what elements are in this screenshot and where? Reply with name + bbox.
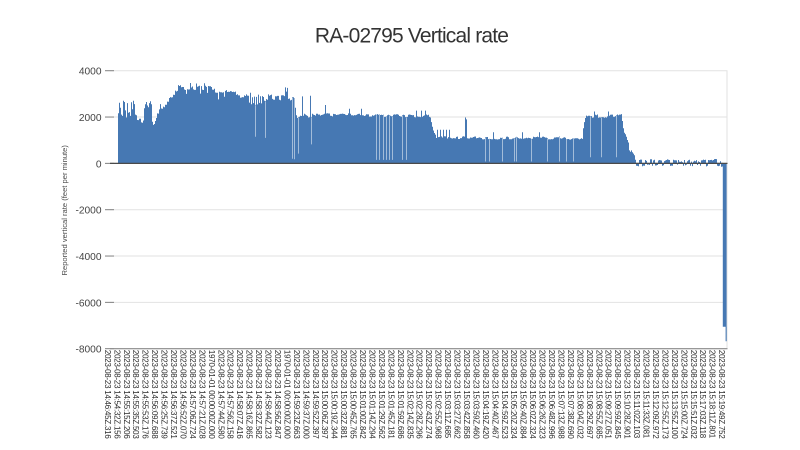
svg-text:2023-08-23 15:03:42Z.858: 2023-08-23 15:03:42Z.858 — [462, 350, 471, 439]
svg-text:2023-08-23 14:58:44Z.123: 2023-08-23 14:58:44Z.123 — [264, 350, 273, 439]
svg-text:2023-08-23 14:57:06Z.724: 2023-08-23 14:57:06Z.724 — [188, 350, 197, 439]
svg-text:2023-08-23 15:05:40Z.884: 2023-08-23 15:05:40Z.884 — [519, 350, 528, 439]
svg-text:2023-08-23 15:13:55Z.100: 2023-08-23 15:13:55Z.100 — [670, 350, 679, 439]
svg-text:1970-01-01 00:00:00Z.000: 1970-01-01 00:00:00Z.000 — [207, 350, 216, 439]
svg-text:Reported vertical rate (feet p: Reported vertical rate (feet per minute) — [60, 145, 69, 276]
svg-text:2023-08-23 15:06:48Z.996: 2023-08-23 15:06:48Z.996 — [547, 350, 556, 439]
svg-text:2023-08-23 15:09:59Z.845: 2023-08-23 15:09:59Z.845 — [613, 350, 622, 439]
svg-text:2023-08-23 15:02:43Z.274: 2023-08-23 15:02:43Z.274 — [424, 350, 433, 439]
svg-text:2023-08-23 15:01:14Z.294: 2023-08-23 15:01:14Z.294 — [367, 350, 376, 439]
svg-text:2023-08-23 15:12:55Z.173: 2023-08-23 15:12:55Z.173 — [660, 350, 669, 439]
svg-text:-4000: -4000 — [75, 252, 101, 263]
svg-text:2023-08-23 14:46:45Z.316: 2023-08-23 14:46:45Z.316 — [103, 350, 112, 439]
svg-text:2023-08-23 15:07:38Z.690: 2023-08-23 15:07:38Z.690 — [566, 350, 575, 439]
svg-text:2023-08-23 15:01:29Z.562: 2023-08-23 15:01:29Z.562 — [377, 350, 386, 439]
svg-text:2023-08-23 14:58:07Z.416: 2023-08-23 14:58:07Z.416 — [235, 350, 244, 439]
svg-text:2000: 2000 — [79, 113, 102, 124]
svg-text:2023-08-23 15:10:28Z.901: 2023-08-23 15:10:28Z.901 — [623, 350, 632, 439]
svg-text:2023-08-23 14:58:32Z.582: 2023-08-23 14:58:32Z.582 — [254, 350, 263, 439]
svg-text:2023-08-23 15:08:04Z.032: 2023-08-23 15:08:04Z.032 — [575, 350, 584, 439]
svg-text:2023-08-23 15:12:09Z.972: 2023-08-23 15:12:09Z.972 — [651, 350, 660, 439]
svg-text:2023-08-23 14:56:52Z.070: 2023-08-23 14:56:52Z.070 — [178, 350, 187, 439]
svg-text:2023-08-23 14:55:35Z.503: 2023-08-23 14:55:35Z.503 — [131, 350, 140, 439]
svg-text:2023-08-23 14:58:56Z.847: 2023-08-23 14:58:56Z.847 — [273, 350, 282, 439]
svg-text:2023-08-23 14:57:44Z.580: 2023-08-23 14:57:44Z.580 — [216, 350, 225, 439]
svg-text:RA-02795 Vertical rate: RA-02795 Vertical rate — [315, 25, 508, 48]
svg-text:2023-08-23 15:11:33Z.081: 2023-08-23 15:11:33Z.081 — [642, 350, 651, 438]
svg-text:2023-08-23 15:15:51Z.032: 2023-08-23 15:15:51Z.032 — [689, 350, 698, 439]
svg-text:4000: 4000 — [79, 67, 102, 78]
svg-text:2023-08-23 15:18:11Z.801: 2023-08-23 15:18:11Z.801 — [708, 350, 717, 438]
svg-text:2023-08-23 15:02:14Z.835: 2023-08-23 15:02:14Z.835 — [405, 350, 414, 439]
svg-text:2023-08-23 15:00:19Z.344: 2023-08-23 15:00:19Z.344 — [330, 350, 339, 439]
svg-text:2023-08-23 15:00:45Z.765: 2023-08-23 15:00:45Z.765 — [349, 350, 358, 439]
svg-text:2023-08-23 15:09:27Z.051: 2023-08-23 15:09:27Z.051 — [604, 350, 613, 439]
svg-text:0: 0 — [96, 159, 102, 170]
svg-text:2023-08-23 15:11:02Z.103: 2023-08-23 15:11:02Z.103 — [632, 350, 641, 439]
svg-text:2023-08-23 14:56:09Z.688: 2023-08-23 14:56:09Z.688 — [150, 350, 159, 439]
svg-text:2023-08-23 14:55:15Z.206: 2023-08-23 14:55:15Z.206 — [122, 350, 131, 439]
svg-text:2023-08-23 15:01:59Z.686: 2023-08-23 15:01:59Z.686 — [396, 350, 405, 439]
svg-text:2023-08-23 14:58:16Z.865: 2023-08-23 14:58:16Z.865 — [245, 350, 254, 439]
svg-text:2023-08-23 15:17:03Z.118: 2023-08-23 15:17:03Z.118 — [698, 350, 707, 439]
svg-text:2023-08-23 15:08:55Z.685: 2023-08-23 15:08:55Z.685 — [594, 350, 603, 439]
svg-text:2023-08-23 15:05:20Z.324: 2023-08-23 15:05:20Z.324 — [509, 350, 518, 439]
svg-text:-2000: -2000 — [75, 206, 101, 217]
svg-text:2023-08-23 15:01:00Z.842: 2023-08-23 15:01:00Z.842 — [358, 350, 367, 439]
svg-text:2023-08-23 15:02:28Z.296: 2023-08-23 15:02:28Z.296 — [415, 350, 424, 439]
svg-text:2023-08-23 15:04:40Z.467: 2023-08-23 15:04:40Z.467 — [490, 350, 499, 439]
svg-text:2023-08-23 15:08:29Z.697: 2023-08-23 15:08:29Z.697 — [585, 350, 594, 439]
svg-text:2023-08-23 14:59:37Z.000: 2023-08-23 14:59:37Z.000 — [301, 350, 310, 439]
svg-text:2023-08-23 14:57:21Z.028: 2023-08-23 14:57:21Z.028 — [197, 350, 206, 439]
svg-text:2023-08-23 15:01:45Z.181: 2023-08-23 15:01:45Z.181 — [386, 350, 395, 439]
svg-text:2023-08-23 14:54:32Z.156: 2023-08-23 14:54:32Z.156 — [112, 350, 121, 439]
svg-text:2023-08-23 15:02:55Z.968: 2023-08-23 15:02:55Z.968 — [434, 350, 443, 439]
svg-text:2023-08-23 15:15:00Z.724: 2023-08-23 15:15:00Z.724 — [679, 350, 688, 439]
svg-text:2023-08-23 15:03:59Z.460: 2023-08-23 15:03:59Z.460 — [471, 350, 480, 439]
svg-text:2023-08-23 15:04:59Z.523: 2023-08-23 15:04:59Z.523 — [500, 350, 509, 439]
svg-text:-8000: -8000 — [75, 345, 101, 356]
svg-text:2023-08-23 15:06:02Z.324: 2023-08-23 15:06:02Z.324 — [528, 350, 537, 439]
svg-text:2023-08-23 15:00:06Z.397: 2023-08-23 15:00:06Z.397 — [320, 350, 329, 439]
svg-text:2023-08-23 15:03:11Z.685: 2023-08-23 15:03:11Z.685 — [443, 350, 452, 439]
svg-text:1970-01-01 00:00:00Z.000: 1970-01-01 00:00:00Z.000 — [282, 350, 291, 439]
svg-text:2023-08-23 14:59:23Z.663: 2023-08-23 14:59:23Z.663 — [292, 350, 301, 439]
svg-text:2023-08-23 15:03:27Z.662: 2023-08-23 15:03:27Z.662 — [453, 350, 462, 439]
svg-text:2023-08-23 15:00:32Z.881: 2023-08-23 15:00:32Z.881 — [339, 350, 348, 439]
svg-text:2023-08-23 15:04:19Z.420: 2023-08-23 15:04:19Z.420 — [481, 350, 490, 439]
svg-text:2023-08-23 14:56:25Z.739: 2023-08-23 14:56:25Z.739 — [160, 350, 169, 439]
svg-text:2023-08-23 15:19:49Z.752: 2023-08-23 15:19:49Z.752 — [717, 350, 726, 439]
svg-text:2023-08-23 14:55:53Z.176: 2023-08-23 14:55:53Z.176 — [141, 350, 150, 439]
svg-text:2023-08-23 14:57:56Z.158: 2023-08-23 14:57:56Z.158 — [226, 350, 235, 439]
svg-text:2023-08-23 14:56:37Z.521: 2023-08-23 14:56:37Z.521 — [169, 350, 178, 439]
svg-text:-6000: -6000 — [75, 298, 101, 309]
svg-text:2023-08-23 15:07:13Z.988: 2023-08-23 15:07:13Z.988 — [556, 350, 565, 439]
svg-text:2023-08-23 15:06:26Z.323: 2023-08-23 15:06:26Z.323 — [538, 350, 547, 439]
svg-text:2023-08-23 14:59:52Z.397: 2023-08-23 14:59:52Z.397 — [311, 350, 320, 439]
